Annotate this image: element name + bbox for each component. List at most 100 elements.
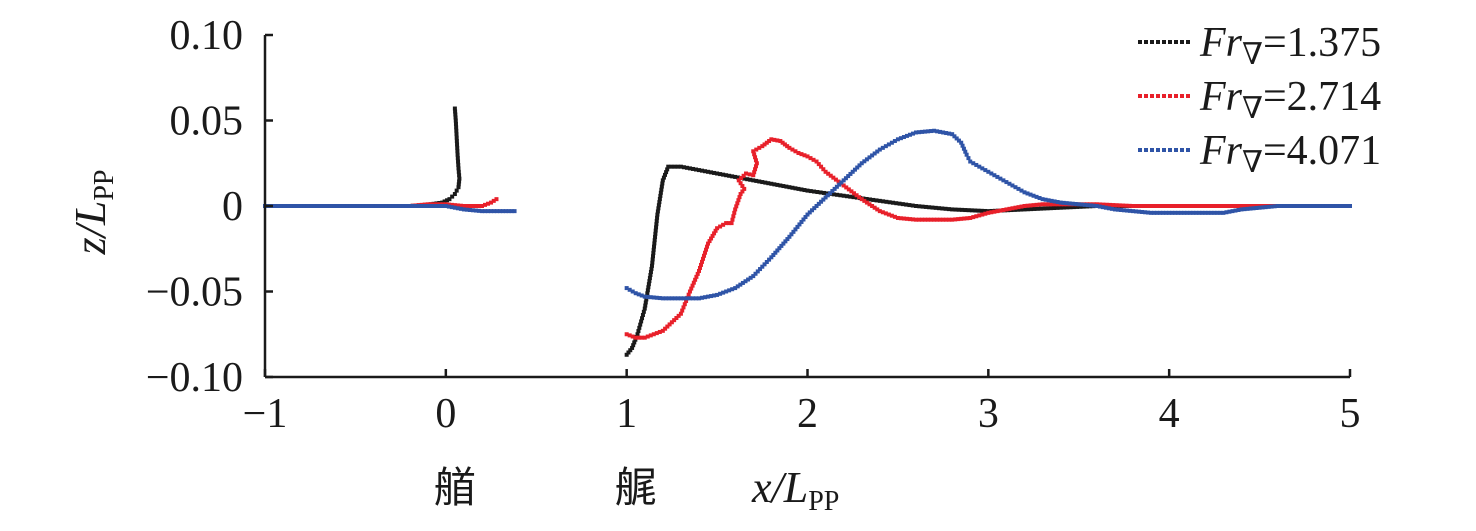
series-point [712,170,717,175]
series-point [1239,207,1244,212]
series-point [437,204,442,208]
series-point [624,286,629,291]
series-point [935,129,940,134]
series-point [690,296,695,301]
series-point [1007,181,1012,186]
series-point [758,267,763,272]
series-point [914,204,918,208]
series-point [823,169,828,174]
series-point [769,181,774,186]
series-point [777,246,782,251]
series-point [740,189,745,194]
series-point [715,292,720,297]
series-point [697,168,701,173]
series-point [760,264,765,269]
series-point [1078,204,1083,209]
series-point [663,326,668,331]
series-point [894,201,899,206]
series-point [500,209,505,214]
series-point [764,260,769,265]
series-point [355,204,360,208]
series-point [489,209,494,214]
series-point [1048,206,1053,211]
series-point [886,212,891,217]
series-point [706,241,711,246]
series-point [871,197,876,202]
series-point [1221,204,1226,208]
series-point [904,216,909,221]
series-point [785,144,790,149]
series-point [819,164,824,169]
series-point [371,204,376,208]
series-point [733,286,738,291]
x-tick-label: −1 [243,391,288,437]
series-point [737,195,742,200]
series-point [828,173,833,178]
series-point [926,217,931,222]
series-point [983,208,988,213]
series-point [494,197,499,202]
series-point [449,205,454,210]
series-point [977,164,982,169]
series-point [966,156,971,161]
series-point [665,167,670,172]
series-point [659,184,664,189]
series-point [1227,204,1232,208]
series-point [483,202,488,207]
series-point [956,217,961,222]
series-point [1154,204,1159,208]
series-point [660,178,665,183]
series-point [947,217,952,222]
y-tick-label: −0.10 [146,355,243,401]
series-point [859,161,864,166]
series-point [966,208,971,213]
series-point [663,296,668,301]
series-point [1160,204,1165,208]
series-point [1251,206,1256,211]
series-point [667,322,672,327]
series-point [397,204,402,208]
series-point [691,280,696,285]
series-point [940,206,945,211]
series-point [793,149,798,154]
series-point [732,210,737,215]
series-point [730,287,735,292]
series-point [1055,200,1060,205]
series-point [649,266,654,271]
series-point [506,209,511,214]
series-point [950,207,955,212]
series-point [971,215,976,220]
series-point [1211,204,1216,208]
series-point [836,179,841,184]
series-point [698,265,703,270]
series-point [953,207,958,212]
series-point [632,340,637,345]
series-point [1245,206,1250,211]
series-point [652,244,657,249]
series-point [811,157,816,162]
legend-swatch-dot [1162,40,1166,44]
series-point [1158,210,1163,215]
series-point [1186,204,1191,208]
series-point [464,207,469,212]
series-point [718,224,723,229]
series-point [930,205,935,210]
series-point [672,164,677,169]
series-point [1013,205,1018,210]
series-point [1318,204,1323,208]
series-point [654,225,659,230]
series-point [821,167,826,172]
series-point [760,144,765,149]
series-point [1004,180,1009,185]
series-point [808,156,813,161]
series-point [709,294,714,299]
series-point [889,213,894,218]
series-point [295,204,300,208]
series-point [748,275,753,280]
series-point [700,259,705,264]
series-point [651,251,656,256]
series-point [443,204,448,208]
series-point [445,198,450,203]
series-point [852,167,857,172]
series-point [867,202,872,207]
